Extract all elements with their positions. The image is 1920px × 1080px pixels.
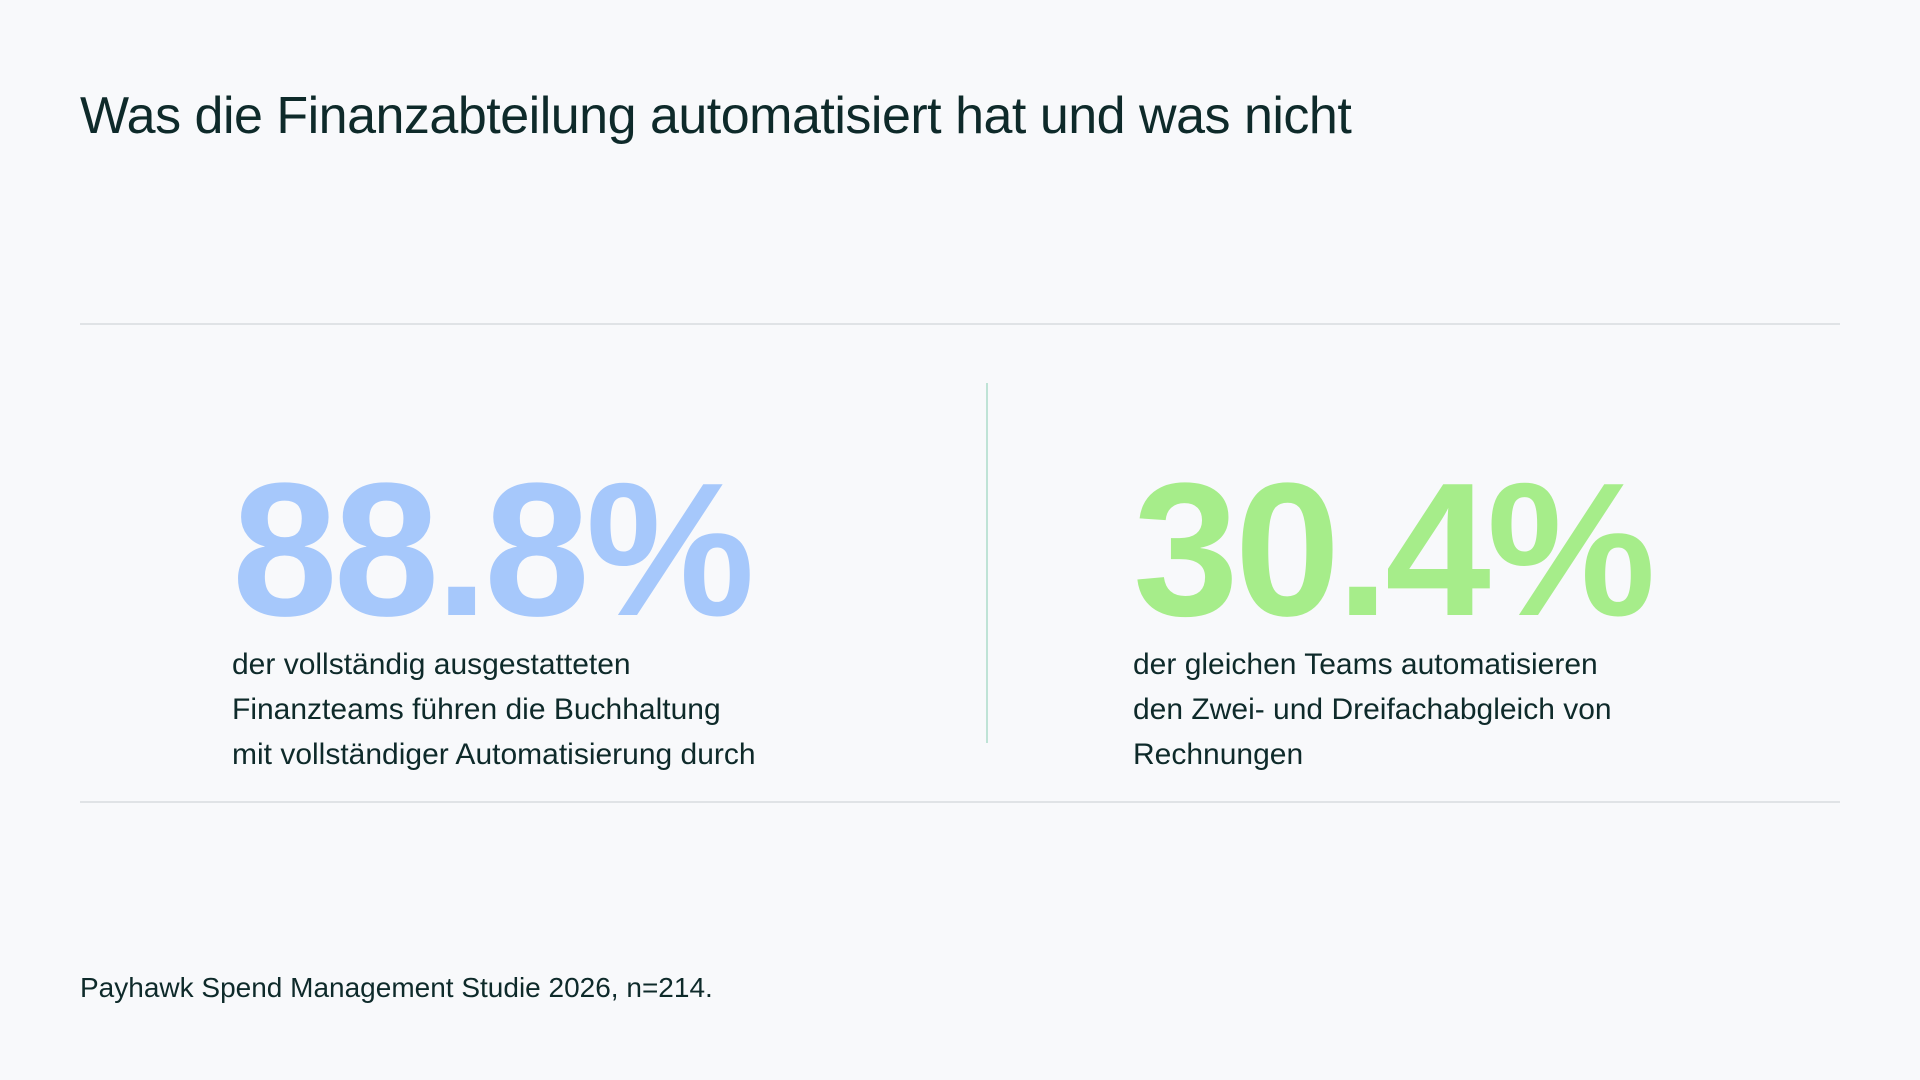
stat-description: der vollständig ausgestatteten Finanztea…	[232, 642, 872, 777]
top-divider-line	[80, 323, 1840, 325]
stat-value: 88.8%	[232, 444, 755, 656]
stat-card-bookkeeping: 88.8% der vollständig ausgestatteten Fin…	[232, 455, 872, 777]
stat-value: 30.4%	[1133, 444, 1656, 656]
stat-description-line: der gleichen Teams automatisieren	[1133, 648, 1598, 681]
stat-description-line: mit vollständiger Automatisierung durch	[232, 738, 756, 771]
stat-description-line: der vollständig ausgestatteten	[232, 648, 631, 681]
source-note: Payhawk Spend Management Studie 2026, n=…	[80, 972, 713, 1003]
stat-card-invoice-matching: 30.4% der gleichen Teams automatisieren …	[1133, 455, 1773, 777]
page-title: Was die Finanzabteilung automatisiert ha…	[80, 87, 1352, 145]
stat-description: der gleichen Teams automatisieren den Zw…	[1133, 642, 1773, 777]
vertical-divider	[986, 383, 988, 743]
stat-description-line: den Zwei- und Dreifachabgleich von	[1133, 693, 1612, 726]
stat-description-line: Rechnungen	[1133, 738, 1304, 771]
bottom-divider-line	[80, 801, 1840, 803]
stat-description-line: Finanzteams führen die Buchhaltung	[232, 693, 721, 726]
